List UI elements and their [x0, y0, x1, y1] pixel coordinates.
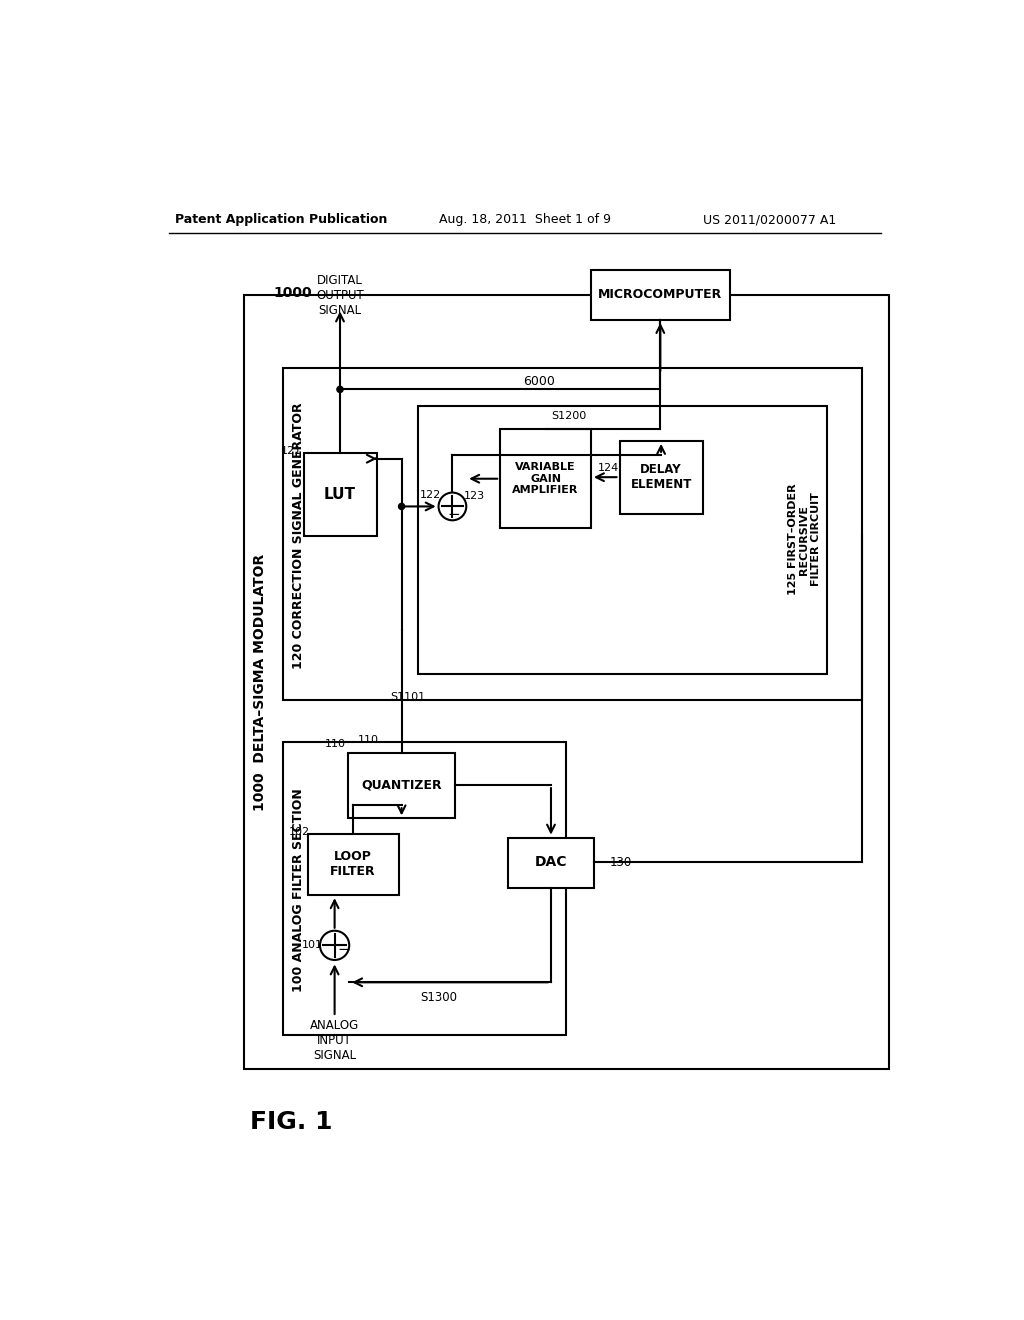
Bar	[307, 834, 398, 895]
Text: 101: 101	[302, 940, 323, 950]
Bar	[508, 837, 594, 887]
Text: Patent Application Publication: Patent Application Publication	[174, 214, 387, 227]
Text: QUANTIZER: QUANTIZER	[361, 779, 442, 792]
Text: VARIABLE
GAIN
AMPLIFIER: VARIABLE GAIN AMPLIFIER	[512, 462, 579, 495]
Bar	[620, 441, 702, 513]
Text: 125 FIRST–ORDER
RECURSIVE
FILTER CIRCUIT: 125 FIRST–ORDER RECURSIVE FILTER CIRCUIT	[787, 483, 821, 595]
Text: 100 ANALOG FILTER SECTION: 100 ANALOG FILTER SECTION	[292, 788, 305, 991]
Text: 102: 102	[289, 828, 310, 837]
Circle shape	[319, 931, 349, 960]
Text: Aug. 18, 2011  Sheet 1 of 9: Aug. 18, 2011 Sheet 1 of 9	[439, 214, 610, 227]
Text: 122: 122	[420, 490, 441, 500]
Text: MICROCOMPUTER: MICROCOMPUTER	[598, 288, 723, 301]
Text: S1300: S1300	[420, 991, 457, 1005]
Text: 124: 124	[597, 463, 618, 473]
Text: 120 CORRECTION SIGNAL GENERATOR: 120 CORRECTION SIGNAL GENERATOR	[292, 403, 305, 669]
Text: LOOP
FILTER: LOOP FILTER	[331, 850, 376, 879]
Text: ANALOG
INPUT
SIGNAL: ANALOG INPUT SIGNAL	[310, 1019, 359, 1061]
Text: −: −	[338, 942, 350, 957]
Text: DAC: DAC	[535, 855, 567, 869]
Text: US 2011/0200077 A1: US 2011/0200077 A1	[703, 214, 837, 227]
Bar	[244, 296, 889, 1069]
Text: FIG. 1: FIG. 1	[250, 1110, 333, 1134]
Bar	[591, 271, 730, 321]
Text: 110: 110	[326, 739, 346, 748]
Text: 130: 130	[609, 855, 632, 869]
Bar	[304, 453, 377, 536]
Text: 121: 121	[281, 446, 301, 455]
Circle shape	[398, 503, 404, 510]
Text: DELAY
ELEMENT: DELAY ELEMENT	[631, 463, 692, 491]
Text: 6000: 6000	[522, 375, 555, 388]
Text: S1200: S1200	[552, 412, 587, 421]
Circle shape	[438, 492, 466, 520]
Bar	[348, 752, 455, 818]
Text: 1000: 1000	[273, 286, 311, 300]
Text: −: −	[447, 507, 461, 521]
Text: 1000  DELTA–SIGMA MODULATOR: 1000 DELTA–SIGMA MODULATOR	[253, 553, 267, 810]
Bar	[283, 368, 862, 701]
Bar	[500, 429, 591, 528]
Text: 110: 110	[357, 735, 379, 744]
Bar	[283, 742, 566, 1035]
Text: 123: 123	[464, 491, 484, 500]
Bar	[418, 407, 827, 673]
Circle shape	[337, 387, 343, 392]
Text: LUT: LUT	[324, 487, 356, 502]
Text: S1101: S1101	[390, 693, 425, 702]
Text: DIGITAL
OUTPUT
SIGNAL: DIGITAL OUTPUT SIGNAL	[316, 275, 364, 317]
